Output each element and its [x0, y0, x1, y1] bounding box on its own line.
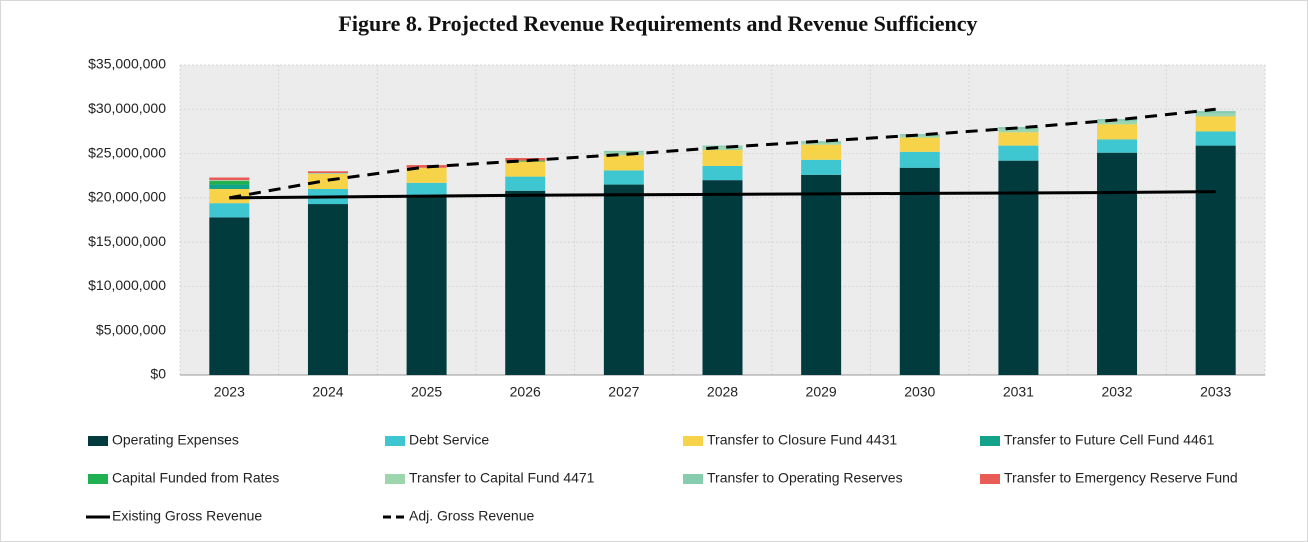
legend-swatch	[980, 474, 1000, 484]
bar-segment	[209, 181, 250, 185]
bar-segment	[1097, 121, 1138, 125]
bar-segment	[899, 167, 940, 375]
bar-segment	[209, 184, 250, 189]
x-tick-label: 2024	[312, 384, 343, 400]
line-series	[229, 190, 1216, 200]
legend-label: Capital Funded from Rates	[112, 470, 279, 486]
legend-label: Transfer to Future Cell Fund 4461	[1004, 432, 1215, 448]
bar-segment	[702, 165, 743, 181]
bar-segment	[505, 160, 546, 162]
bar-segment	[1195, 113, 1236, 117]
x-tick-label: 2030	[904, 384, 935, 400]
bar-segment	[801, 174, 842, 375]
x-tick-label: 2029	[806, 384, 837, 400]
legend-swatch	[980, 436, 1000, 446]
y-tick-label: $25,000,000	[88, 144, 166, 160]
y-tick-label: $10,000,000	[88, 277, 166, 293]
legend-label: Transfer to Operating Reserves	[707, 470, 903, 486]
bar-segment	[209, 180, 250, 182]
line-series	[229, 107, 1216, 200]
bar-segment	[209, 203, 250, 218]
bar-segment	[702, 150, 743, 166]
legend-label: Transfer to Capital Fund 4471	[409, 470, 595, 486]
legend-label: Existing Gross Revenue	[112, 508, 262, 524]
legend-label: Operating Expenses	[112, 432, 239, 448]
y-tick-label: $35,000,000	[88, 56, 166, 72]
x-tick-label: 2025	[411, 384, 442, 400]
bar-segment	[406, 165, 447, 168]
x-tick-label: 2027	[608, 384, 639, 400]
bar-segment	[307, 204, 348, 375]
bar-segment	[801, 141, 842, 143]
y-tick-label: $0	[150, 366, 166, 382]
x-tick-label: 2023	[214, 384, 245, 400]
bar-segment	[603, 184, 644, 375]
y-tick-label: $15,000,000	[88, 233, 166, 249]
y-tick-label: $30,000,000	[88, 100, 166, 116]
bar-segment	[1097, 139, 1138, 153]
legend-label: Transfer to Closure Fund 4431	[707, 432, 897, 448]
bar-segment	[702, 180, 743, 375]
bar-segment	[603, 155, 644, 171]
bar-segment	[603, 170, 644, 185]
bar-segment	[603, 150, 644, 153]
bar-segment	[505, 161, 546, 177]
legend-swatch	[683, 436, 703, 446]
bar-segment	[899, 135, 940, 138]
bar-segment	[1195, 145, 1236, 375]
bar-segment	[307, 171, 348, 174]
legend-label: Debt Service	[409, 432, 489, 448]
legend-swatch	[88, 436, 108, 446]
bar-segment	[307, 173, 348, 174]
bar-segment	[406, 196, 447, 375]
bar-segment	[1195, 116, 1236, 132]
legend-swatch	[385, 436, 405, 446]
bar-segment	[899, 134, 940, 136]
bar-segment	[801, 159, 842, 175]
bar-segment	[406, 182, 447, 197]
x-tick-label: 2028	[707, 384, 738, 400]
legend-swatch	[385, 474, 405, 484]
bar-segment	[1097, 124, 1138, 140]
bar-segment	[801, 142, 842, 145]
bar-segment	[209, 177, 250, 181]
bar-segment	[505, 176, 546, 191]
bar-segment	[998, 132, 1039, 146]
bar-segment	[899, 151, 940, 168]
bar-segment	[1097, 152, 1138, 375]
bar-segment	[998, 145, 1039, 161]
x-tick-label: 2026	[510, 384, 541, 400]
legend-swatch	[88, 474, 108, 484]
bar-segment	[603, 152, 644, 156]
bar-segment	[998, 127, 1039, 130]
legend-label: Transfer to Emergency Reserve Fund	[1004, 470, 1238, 486]
bar-segment	[1195, 131, 1236, 146]
legend-label: Adj. Gross Revenue	[409, 508, 534, 524]
x-tick-label: 2031	[1003, 384, 1034, 400]
y-tick-label: $20,000,000	[88, 189, 166, 205]
bar-segment	[899, 137, 940, 152]
bar-segment	[505, 158, 546, 161]
bar-segment	[702, 145, 743, 148]
bar-segment	[505, 190, 546, 375]
x-tick-label: 2032	[1101, 384, 1132, 400]
bar-segment	[702, 147, 743, 151]
bar-segment	[998, 160, 1039, 375]
legend-swatch	[683, 474, 703, 484]
chart-title: Figure 8. Projected Revenue Requirements…	[338, 11, 977, 36]
bar-segment	[801, 144, 842, 160]
bar-segment	[209, 189, 250, 204]
bar-segment	[406, 167, 447, 183]
bar-segment	[1195, 111, 1236, 114]
bar-segment	[209, 217, 250, 375]
y-tick-label: $5,000,000	[96, 321, 166, 337]
x-tick-label: 2033	[1200, 384, 1231, 400]
bar-segment	[998, 129, 1039, 133]
